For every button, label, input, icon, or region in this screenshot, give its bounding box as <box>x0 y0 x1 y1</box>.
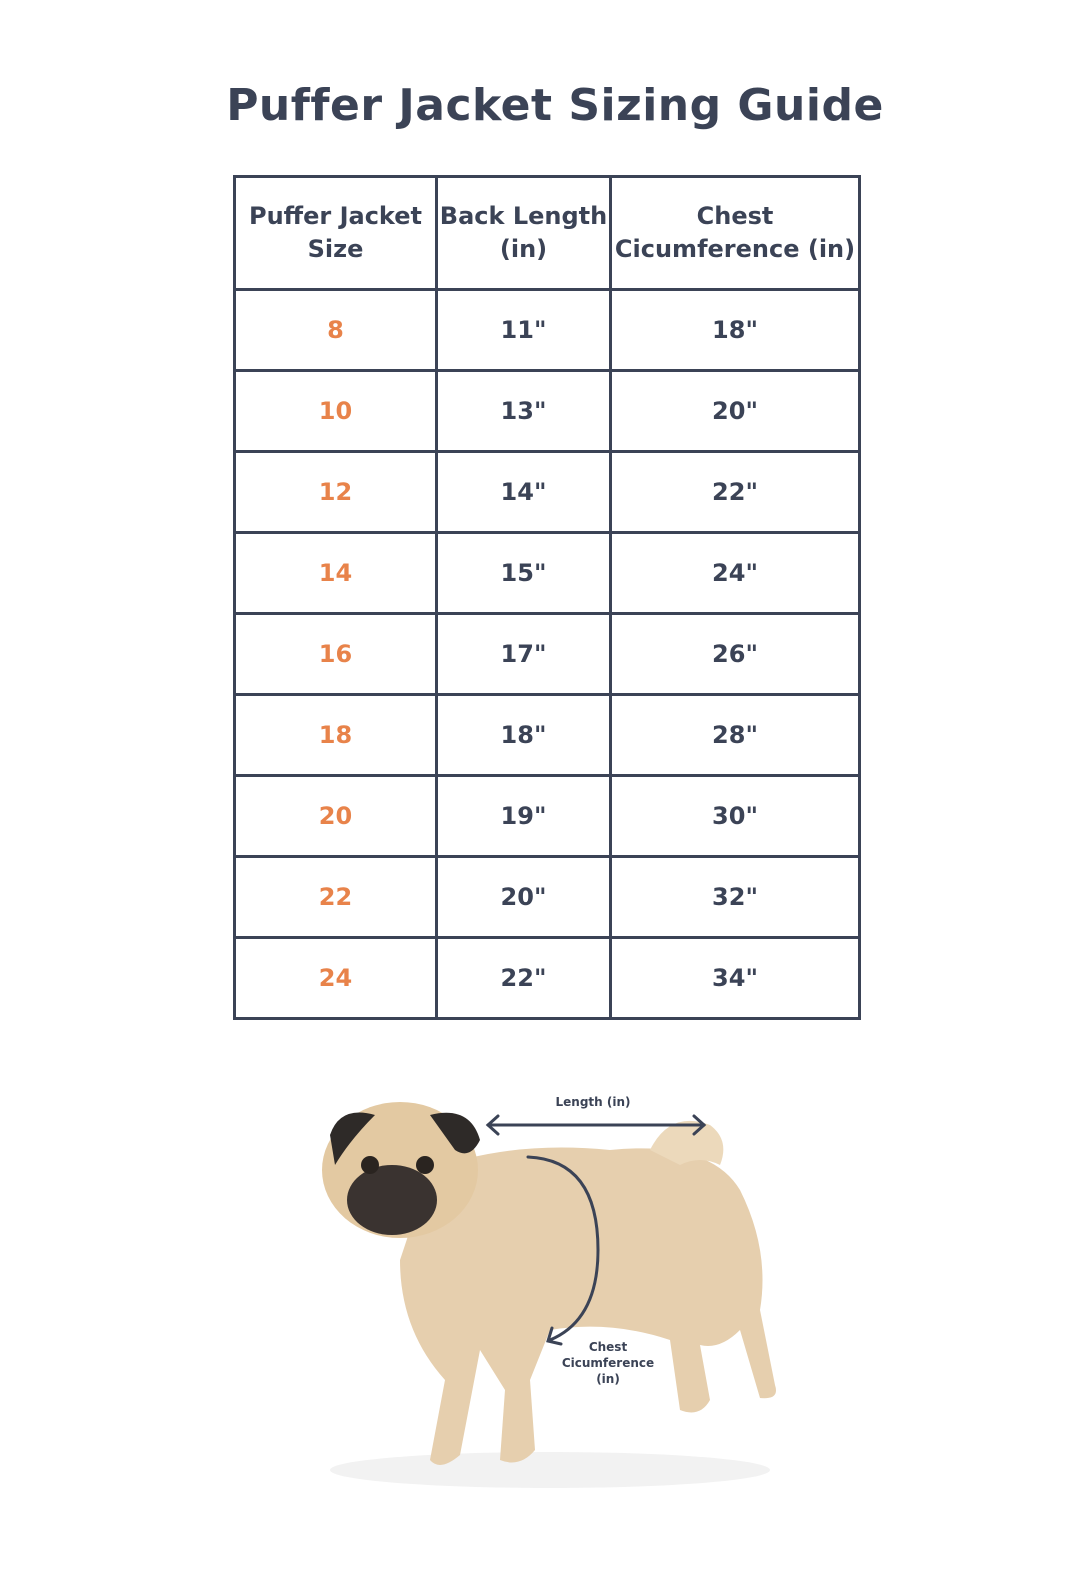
chest-cell: 30" <box>609 774 861 858</box>
sizing-table: Puffer Jacket Size Back Length (in) Ches… <box>233 175 861 1020</box>
chest-cell: 26" <box>609 612 861 696</box>
page-title: Puffer Jacket Sizing Guide <box>226 80 884 131</box>
table-row: 10 13" 20" <box>233 369 861 453</box>
table-header-row: Puffer Jacket Size Back Length (in) Ches… <box>233 175 861 291</box>
chest-cell: 22" <box>609 450 861 534</box>
back-length-cell: 11" <box>435 288 612 372</box>
size-cell: 22 <box>233 855 438 939</box>
chest-cell: 34" <box>609 936 861 1020</box>
table-row: 18 18" 28" <box>233 693 861 777</box>
back-length-cell: 20" <box>435 855 612 939</box>
header-size: Puffer Jacket Size <box>233 175 438 291</box>
pug-measurement-image <box>322 1102 776 1488</box>
header-back-length: Back Length (in) <box>435 175 612 291</box>
size-cell: 14 <box>233 531 438 615</box>
chest-cell: 20" <box>609 369 861 453</box>
back-length-cell: 22" <box>435 936 612 1020</box>
back-length-cell: 14" <box>435 450 612 534</box>
size-cell: 8 <box>233 288 438 372</box>
chest-cell: 18" <box>609 288 861 372</box>
table-row: 8 11" 18" <box>233 288 861 372</box>
size-cell: 12 <box>233 450 438 534</box>
size-cell: 20 <box>233 774 438 858</box>
table-row: 14 15" 24" <box>233 531 861 615</box>
length-label: Length (in) <box>555 1095 631 1109</box>
table-row: 12 14" 22" <box>233 450 861 534</box>
size-cell: 10 <box>233 369 438 453</box>
chest-cell: 28" <box>609 693 861 777</box>
table-row: 22 20" 32" <box>233 855 861 939</box>
chest-label: Chest Cicumference (in) <box>561 1340 655 1386</box>
size-cell: 16 <box>233 612 438 696</box>
back-length-cell: 17" <box>435 612 612 696</box>
back-length-cell: 13" <box>435 369 612 453</box>
header-chest: Chest Cicumference (in) <box>609 175 861 291</box>
table-row: 16 17" 26" <box>233 612 861 696</box>
back-length-cell: 18" <box>435 693 612 777</box>
size-cell: 24 <box>233 936 438 1020</box>
table-row: 24 22" 34" <box>233 936 861 1020</box>
chest-cell: 24" <box>609 531 861 615</box>
size-cell: 18 <box>233 693 438 777</box>
table-row: 20 19" 30" <box>233 774 861 858</box>
chest-cell: 32" <box>609 855 861 939</box>
back-length-cell: 19" <box>435 774 612 858</box>
back-length-cell: 15" <box>435 531 612 615</box>
